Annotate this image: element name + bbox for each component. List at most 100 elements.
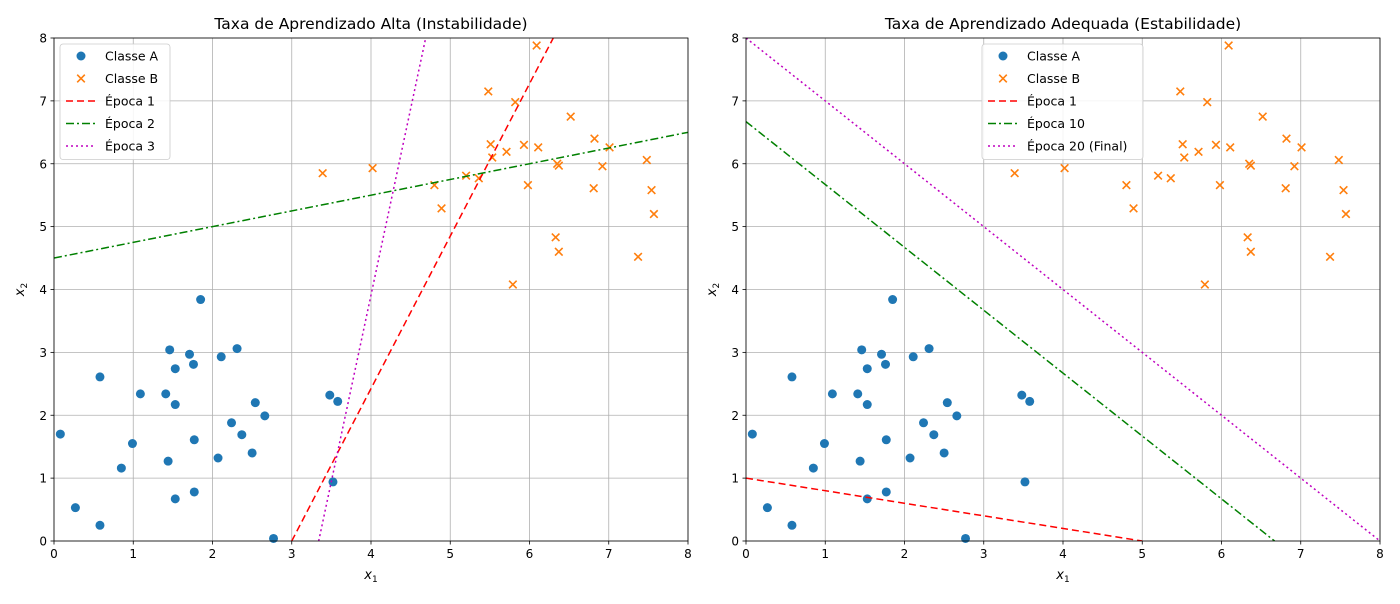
point-classe-a (747, 429, 757, 439)
y-tick-label: 7 (731, 94, 739, 108)
x-tick-label: 2 (901, 547, 909, 561)
x-tick-label: 1 (129, 547, 137, 561)
point-classe-b (1211, 140, 1221, 150)
point-classe-b (523, 180, 533, 190)
point-classe-a (908, 352, 918, 362)
point-classe-b (1194, 147, 1203, 157)
point-classe-b (649, 209, 659, 219)
point-classe-b (533, 143, 543, 152)
point-classe-a (819, 439, 829, 449)
x-tick-label: 3 (288, 547, 296, 561)
legend-box (59, 43, 171, 160)
chart-title: Taxa de Aprendizado Adequada (Estabilida… (884, 15, 1241, 33)
point-classe-a (1017, 390, 1027, 400)
point-classe-a (116, 463, 126, 473)
chart-panel-2: 0 1 2 3 4 5 6 7 8 0 1 2 3 4 5 6 7 8 Taxa de Aprendizado Ad… (705, 15, 1384, 585)
point-classe-b (590, 134, 599, 143)
point-classe-a (939, 448, 949, 458)
point-classe-a (95, 520, 105, 530)
point-classe-b (510, 97, 520, 107)
point-classe-a (163, 456, 173, 466)
y-tick-label: 2 (39, 409, 47, 423)
legend-label: Época 1 (105, 94, 155, 109)
y-tick-label: 1 (39, 472, 47, 486)
point-classe-b (1010, 168, 1020, 178)
scatter-series-1 (747, 295, 1035, 543)
point-classe-a (189, 435, 199, 445)
point-classe-b (1202, 97, 1212, 107)
point-classe-b (554, 247, 564, 257)
y-tick-label: 1 (731, 472, 739, 486)
point-classe-b (1297, 143, 1306, 152)
y-tick-label: 3 (731, 346, 739, 360)
point-classe-a (237, 430, 247, 440)
point-classe-a (862, 400, 872, 410)
point-classe-b (502, 147, 511, 157)
x-axis-label: x1 (363, 568, 377, 585)
legend-box (981, 43, 1144, 160)
point-classe-b (1334, 155, 1344, 165)
point-classe-a (227, 418, 237, 428)
point-classe-a (942, 398, 952, 408)
scatter-series-2 (1010, 41, 1351, 289)
y-tick-label: 7 (39, 94, 47, 108)
point-classe-a (216, 352, 226, 362)
point-classe-b (554, 161, 564, 171)
point-classe-a (170, 364, 180, 374)
y-tick-label: 8 (39, 32, 47, 46)
point-classe-b (1166, 173, 1176, 183)
x-tick-label: 4 (1059, 547, 1067, 561)
point-classe-b (1178, 139, 1188, 149)
x-tick-label: 6 (1218, 547, 1226, 561)
point-classe-b (1129, 204, 1138, 213)
y-tick-label: 6 (731, 157, 739, 171)
point-classe-a (247, 448, 257, 458)
point-classe-b (589, 183, 599, 193)
point-classe-b (647, 185, 656, 195)
point-classe-a (161, 389, 171, 399)
point-classe-a (135, 389, 145, 399)
y-tick-label: 4 (39, 283, 47, 297)
point-classe-b (1325, 252, 1335, 262)
x-tick-label: 0 (50, 547, 58, 561)
x-tick-label: 1 (821, 547, 829, 561)
point-classe-b (1243, 232, 1253, 242)
point-classe-a (328, 477, 338, 487)
point-classe-a (857, 345, 867, 355)
boundary-line-1 (291, 38, 554, 541)
point-classe-a (888, 295, 898, 305)
legend-label: Época 3 (105, 139, 155, 154)
legend-marker-x (998, 74, 1008, 83)
y-axis-label: x2 (705, 283, 722, 297)
point-classe-a (127, 439, 137, 449)
point-classe-a (862, 364, 872, 374)
point-classe-b (1153, 171, 1163, 181)
point-classe-a (170, 400, 180, 410)
point-classe-a (905, 453, 915, 463)
point-classe-b (1122, 180, 1131, 190)
boundary-line-3 (317, 38, 427, 541)
x-tick-label: 5 (446, 547, 454, 561)
point-classe-a (1020, 477, 1030, 487)
x-tick-label: 7 (1297, 547, 1305, 561)
point-classe-b (598, 161, 607, 171)
x-tick-label: 5 (1138, 547, 1146, 561)
point-classe-b (566, 112, 576, 121)
point-classe-b (1341, 209, 1351, 219)
x-tick-label: 6 (526, 547, 534, 561)
y-tick-label: 4 (731, 283, 739, 297)
point-classe-a (880, 359, 890, 369)
chart-title: Taxa de Aprendizado Alta (Instabilidade) (213, 15, 527, 33)
legend-label: Época 20 (Final) (1027, 139, 1127, 154)
point-classe-b (1060, 163, 1069, 173)
point-classe-a (924, 344, 934, 354)
point-classe-a (325, 390, 335, 400)
point-classe-b (486, 139, 496, 149)
legend-label: Época 1 (1027, 94, 1077, 109)
scatter-series-2 (318, 41, 659, 289)
point-classe-a (862, 494, 872, 504)
point-classe-a (787, 520, 797, 530)
boundary-line-2 (746, 121, 1276, 541)
point-classe-a (70, 503, 80, 513)
